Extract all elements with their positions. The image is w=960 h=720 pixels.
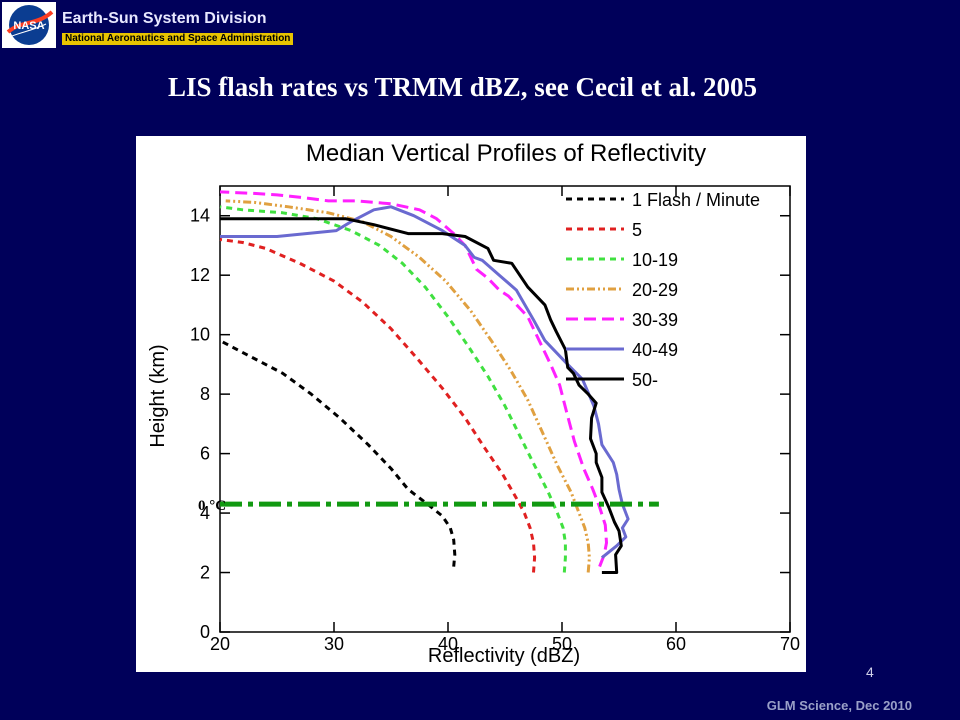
legend-label: 20-29 (632, 280, 678, 300)
x-tick-label: 20 (210, 634, 230, 654)
legend-label: 40-49 (632, 340, 678, 360)
y-tick-label: 12 (190, 265, 210, 285)
x-tick-label: 30 (324, 634, 344, 654)
chart-title: Median Vertical Profiles of Reflectivity (306, 140, 706, 167)
chart-panel: Median Vertical Profiles of Reflectivity… (136, 136, 806, 672)
nasa-logo: NASA (2, 2, 56, 48)
page-number: 4 (866, 664, 874, 680)
series-line-5 (219, 190, 608, 568)
org-header: Earth-Sun System Division National Aeron… (62, 10, 294, 46)
series-line-1 (219, 339, 457, 567)
x-tick-label: 60 (666, 634, 686, 654)
series-line-2 (219, 238, 537, 573)
division-name: Earth-Sun System Division (62, 10, 267, 27)
series-line-3 (219, 205, 567, 573)
series-line-7 (220, 217, 623, 574)
legend-label: 10-19 (632, 250, 678, 270)
agency-name: National Aeronautics and Space Administr… (62, 33, 294, 45)
reflectivity-chart: Median Vertical Profiles of Reflectivity… (147, 140, 800, 667)
x-tick-label: 70 (780, 634, 800, 654)
legend-label: 5 (632, 220, 642, 240)
x-tick-label: 40 (438, 634, 458, 654)
x-tick-label: 50 (552, 634, 572, 654)
y-tick-label: 2 (200, 563, 210, 583)
y-axis-label: Height (km) (147, 344, 169, 447)
y-tick-label: 14 (190, 206, 210, 226)
plot-frame (219, 185, 791, 633)
x-axis-label: Reflectivity (dBZ) (428, 645, 580, 667)
y-tick-label: 0 (200, 622, 210, 642)
nasa-logo-text: NASA (13, 20, 44, 32)
legend-label: 1 Flash / Minute (632, 190, 760, 210)
y-tick-label: 4 (200, 503, 210, 523)
y-tick-label: 10 (190, 325, 210, 345)
zero-degree-label: 0 °C (198, 498, 226, 514)
series-line-6 (220, 205, 630, 559)
series-line-4 (225, 199, 591, 573)
footer-text: GLM Science, Dec 2010 (766, 698, 912, 713)
legend-label: 30-39 (632, 310, 678, 330)
legend-label: 50- (632, 370, 658, 390)
y-tick-label: 6 (200, 444, 210, 464)
y-tick-label: 8 (200, 384, 210, 404)
slide-title: LIS flash rates vs TRMM dBZ, see Cecil e… (168, 72, 757, 102)
